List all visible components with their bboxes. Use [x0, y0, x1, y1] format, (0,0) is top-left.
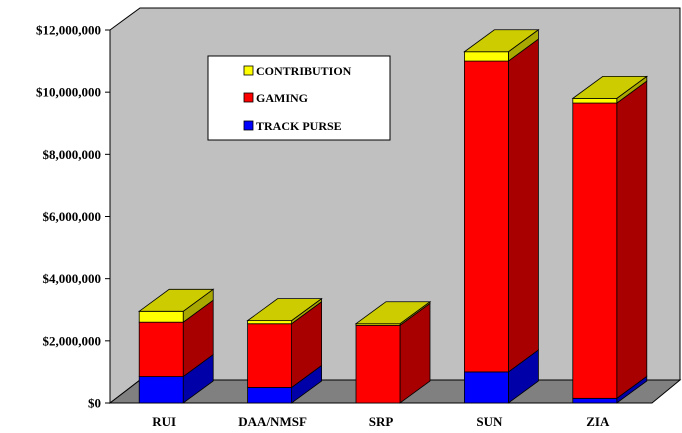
- legend-swatch-contribution: [243, 65, 254, 76]
- category-label: SUN: [476, 414, 503, 429]
- bar-gaming: [572, 102, 618, 399]
- category-label: DAA/NMSF: [238, 414, 307, 429]
- legend: CONTRIBUTION GAMING TRACK PURSE: [207, 55, 391, 141]
- legend-label-contribution: CONTRIBUTION: [256, 64, 352, 78]
- bar-side-gaming: [507, 38, 539, 373]
- category-label: RUI: [152, 414, 176, 429]
- y-tick-label: $8,000,000: [43, 147, 102, 162]
- y-axis-ticks: $0 $2,000,000 $4,000,000 $6,000,000 $8,000,0…: [36, 23, 110, 411]
- bar-contribution: [138, 310, 184, 323]
- bar-top: [463, 29, 540, 53]
- y-tick-label: $2,000,000: [43, 333, 102, 348]
- bar-gaming: [463, 60, 509, 373]
- bar-track-purse: [572, 397, 618, 404]
- bar-gaming: [355, 324, 401, 404]
- y-tick-label: $10,000,000: [36, 85, 101, 100]
- legend-label-gaming: GAMING: [256, 91, 308, 105]
- legend-swatch-gaming: [243, 92, 254, 103]
- bar-contribution: [572, 97, 618, 104]
- legend-box: [207, 55, 391, 141]
- bar-gaming: [138, 321, 184, 377]
- category-labels: RUI DAA/NMSF SRP SUN ZIA: [152, 414, 610, 429]
- bar-top: [137, 288, 215, 312]
- bar-top: [354, 301, 432, 325]
- bar-top: [571, 75, 649, 99]
- y-tick-label: $6,000,000: [43, 209, 102, 224]
- bars: [137, 28, 649, 404]
- y-tick-label: $4,000,000: [43, 271, 102, 286]
- legend-label-track-purse: TRACK PURSE: [256, 119, 342, 133]
- bar-track-purse: [138, 376, 184, 404]
- bar-track-purse: [247, 387, 293, 404]
- category-label: ZIA: [586, 414, 610, 429]
- y-tick-label: $12,000,000: [36, 23, 101, 38]
- category-label: SRP: [369, 414, 394, 429]
- legend-swatch-track-purse: [243, 120, 254, 131]
- bar-track-purse: [463, 371, 509, 404]
- bar-side-gaming: [616, 80, 648, 400]
- bar-top: [246, 298, 323, 322]
- bar-contribution: [247, 320, 293, 325]
- y-tick-label: $0: [88, 396, 101, 411]
- bar-contribution: [463, 51, 509, 62]
- bar-gaming: [247, 323, 293, 388]
